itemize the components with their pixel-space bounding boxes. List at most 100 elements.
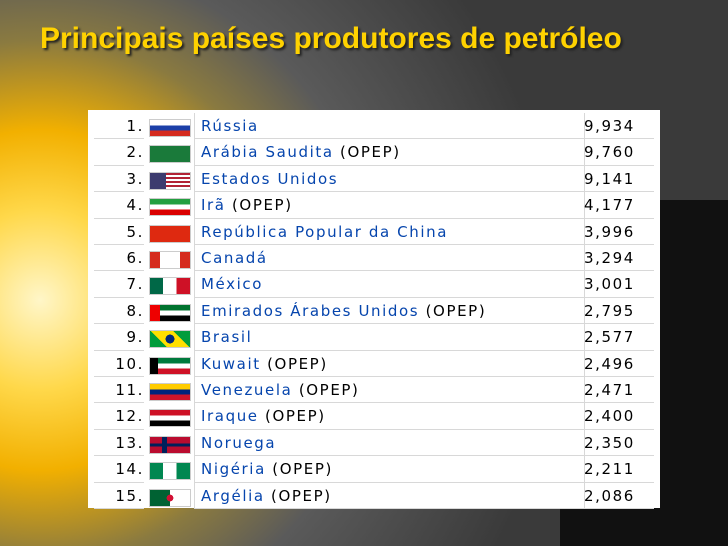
country-note: (OPEP) [265, 407, 326, 426]
rank: 7. [94, 271, 144, 298]
country-cell: Iraque (OPEP) [194, 403, 585, 430]
flag [149, 224, 191, 243]
country-cell: Canadá [194, 245, 585, 272]
country-note: (OPEP) [425, 301, 487, 320]
country-link[interactable]: Noruega [201, 433, 277, 452]
table-row: 10. Kuwait (OPEP) 2,496 [94, 350, 654, 377]
rank: 10. [94, 351, 144, 377]
country-link[interactable]: Rússia [201, 117, 259, 135]
rank: 12. [94, 403, 144, 430]
flag [149, 488, 191, 507]
production-value: 4,177 [584, 192, 654, 219]
country-cell: Emirados Árabes Unidos (OPEP) [194, 297, 585, 325]
flag [149, 383, 191, 401]
production-value: 2,496 [584, 351, 654, 377]
country-note: (OPEP) [340, 143, 401, 162]
flag [149, 303, 191, 322]
rank: 11. [94, 377, 144, 404]
table-row: 12. Iraque (OPEP) 2,400 [94, 403, 654, 430]
country-cell: Irã (OPEP) [194, 192, 585, 219]
flag [149, 119, 191, 137]
flag [149, 198, 191, 217]
slide-title: Principais países produtores de petróleo [40, 22, 622, 55]
country-link[interactable]: Iraque [201, 407, 259, 426]
country-link[interactable]: República Popular da China [201, 222, 449, 241]
rank: 14. [94, 456, 144, 483]
rank: 2. [94, 139, 144, 166]
flag [149, 145, 191, 164]
country-cell: República Popular da China [194, 218, 585, 245]
country-cell: Argélia (OPEP) [194, 482, 585, 509]
country-link[interactable]: Arábia Saudita [201, 143, 334, 162]
table-row: 9. Brasil 2,577 [94, 324, 654, 351]
country-note: (OPEP) [267, 354, 328, 373]
table-row: 14. Nigéria (OPEP) 2,211 [94, 456, 654, 483]
country-link[interactable]: Canadá [201, 249, 268, 267]
rank: 9. [94, 324, 144, 351]
rank: 15. [94, 483, 144, 509]
country-cell: Estados Unidos [194, 165, 585, 193]
production-value: 3,001 [584, 271, 654, 298]
country-link[interactable]: Emirados Árabes Unidos [201, 301, 420, 320]
country-link[interactable]: Kuwait [201, 354, 261, 373]
table-row: 3. Estados Unidos 9,141 [94, 165, 654, 193]
flag [149, 409, 191, 428]
table-row: 13. Noruega 2,350 [94, 429, 654, 457]
country-cell: Brasil [194, 324, 585, 351]
country-note: (OPEP) [271, 486, 332, 505]
flag [149, 330, 191, 349]
production-value: 2,471 [584, 377, 654, 404]
rank: 1. [94, 113, 144, 140]
production-value: 2,350 [584, 430, 654, 457]
table-row: 6. Canadá 3,294 [94, 245, 654, 272]
rank: 8. [94, 298, 144, 325]
country-note: (OPEP) [272, 460, 333, 479]
country-link[interactable]: Nigéria [201, 460, 266, 479]
table: 1. Rússia 9,934 2. Arábia Saudita (OPEP) 9,76… [88, 110, 660, 509]
production-value: 2,400 [584, 403, 654, 430]
rank: 5. [94, 219, 144, 245]
country-link[interactable]: Brasil [201, 328, 253, 347]
table-row: 2. Arábia Saudita (OPEP) 9,760 [94, 139, 654, 166]
production-value: 2,211 [584, 456, 654, 483]
country-link[interactable]: Irã [201, 196, 226, 215]
country-link[interactable]: Venezuela [201, 381, 293, 399]
country-cell: Noruega [194, 429, 585, 457]
production-value: 3,294 [584, 245, 654, 272]
rank: 4. [94, 192, 144, 219]
production-value: 9,760 [584, 139, 654, 166]
flag [149, 171, 191, 190]
country-note: (OPEP) [298, 381, 360, 399]
flag [149, 251, 191, 269]
production-value: 2,577 [584, 324, 654, 351]
country-link[interactable]: Argélia [201, 486, 265, 505]
production-value: 2,086 [584, 483, 654, 509]
table-row: 15. Argélia (OPEP) 2,086 [94, 482, 654, 509]
production-value: 2,795 [584, 298, 654, 325]
country-cell: Rússia [194, 113, 585, 140]
flag [149, 356, 191, 375]
flag [149, 462, 191, 481]
country-link[interactable]: Estados Unidos [201, 169, 339, 188]
country-cell: Nigéria (OPEP) [194, 456, 585, 483]
flag [149, 277, 191, 296]
country-cell: Arábia Saudita (OPEP) [194, 139, 585, 166]
table-row: 8. Emirados Árabes Unidos (OPEP) 2,795 [94, 297, 654, 325]
country-cell: Kuwait (OPEP) [194, 350, 585, 377]
flag [149, 435, 191, 454]
production-value: 9,934 [584, 113, 654, 140]
production-value: 9,141 [584, 166, 654, 193]
table-row: 5. República Popular da China 3,996 [94, 218, 654, 245]
country-cell: Venezuela (OPEP) [194, 377, 585, 404]
country-note: (OPEP) [231, 196, 293, 215]
rank: 6. [94, 245, 144, 272]
table-row: 1. Rússia 9,934 [94, 113, 654, 140]
table-row: 4. Irã (OPEP) 4,177 [94, 192, 654, 219]
table-row: 11. Venezuela (OPEP) 2,471 [94, 377, 654, 404]
country-link[interactable]: México [201, 275, 263, 294]
rank: 3. [94, 166, 144, 193]
production-value: 3,996 [584, 219, 654, 245]
table-row: 7. México 3,001 [94, 271, 654, 298]
country-cell: México [194, 271, 585, 298]
